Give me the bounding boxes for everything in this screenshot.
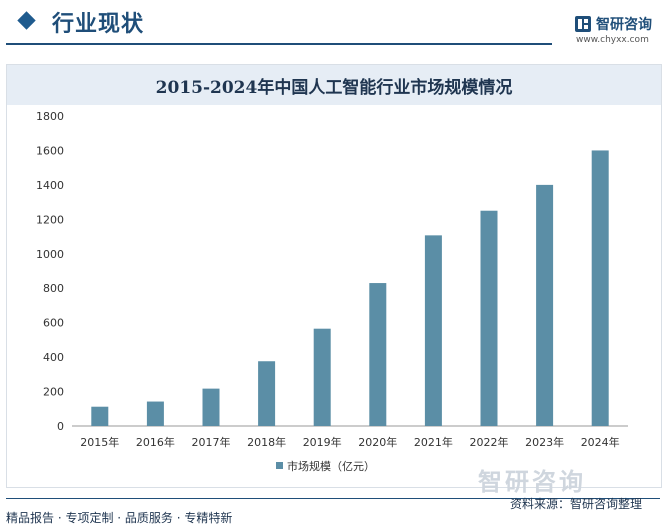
bar-chart: 0 200 400 600 800 1000 1200 1400 1600 1800 2015年 20… [36, 110, 628, 473]
footer-slogan: 精品报告 · 专项定制 · 品质服务 · 专精特新 [6, 511, 233, 525]
header-divider [6, 43, 552, 45]
logo-name: 智研咨询 [596, 17, 652, 33]
y-tick-label: 1800 [36, 110, 64, 123]
y-tick-label: 400 [43, 351, 64, 364]
bar [258, 361, 276, 426]
watermark: 智研咨询 [478, 468, 586, 496]
x-tick-label: 2024年 [581, 435, 620, 449]
x-tick-label: 2016年 [136, 435, 175, 449]
bar [202, 388, 220, 426]
y-tick-label: 800 [43, 282, 64, 295]
x-tick-label: 2015年 [80, 435, 119, 449]
legend-swatch [276, 462, 283, 469]
bar [591, 150, 609, 426]
bar [480, 210, 498, 426]
x-tick-label: 2022年 [470, 435, 509, 449]
x-tick-label: 2017年 [192, 435, 231, 449]
y-tick-label: 1000 [36, 248, 64, 261]
bar [424, 235, 442, 426]
x-tick-label: 2018年 [247, 435, 286, 449]
logo-url: www.chyxx.com [576, 35, 649, 45]
y-tick-label: 1200 [36, 213, 64, 226]
footer-divider [6, 498, 660, 499]
logo-icon [575, 16, 591, 32]
x-tick-label: 2021年 [414, 435, 453, 449]
y-tick-label: 1400 [36, 179, 64, 192]
bar [536, 184, 554, 426]
x-tick-label: 2023年 [525, 435, 564, 449]
page-header: 行业现状 智研咨询 www.chyxx.com [0, 0, 666, 46]
bar [369, 283, 387, 426]
y-tick-label: 200 [43, 386, 64, 399]
y-tick-label: 1600 [36, 144, 64, 157]
legend-label: 市场规模（亿元） [287, 459, 375, 473]
chart-title: 2015-2024年中国人工智能行业市场规模情况 [155, 78, 513, 98]
y-tick-label: 0 [57, 420, 64, 433]
chart-title-band: 2015-2024年中国人工智能行业市场规模情况 [7, 65, 661, 105]
x-tick-label: 2019年 [303, 435, 342, 449]
x-tick-label: 2020年 [358, 435, 397, 449]
bar [146, 401, 164, 426]
chart-panel: 2015-2024年中国人工智能行业市场规模情况 [6, 64, 662, 488]
brand-logo: 智研咨询 www.chyxx.com [574, 13, 658, 45]
section-title: 行业现状 [52, 12, 145, 37]
bar [91, 406, 109, 426]
data-source: 资料来源：智研咨询整理 [510, 497, 643, 511]
y-tick-label: 600 [43, 317, 64, 330]
bar [313, 328, 331, 426]
